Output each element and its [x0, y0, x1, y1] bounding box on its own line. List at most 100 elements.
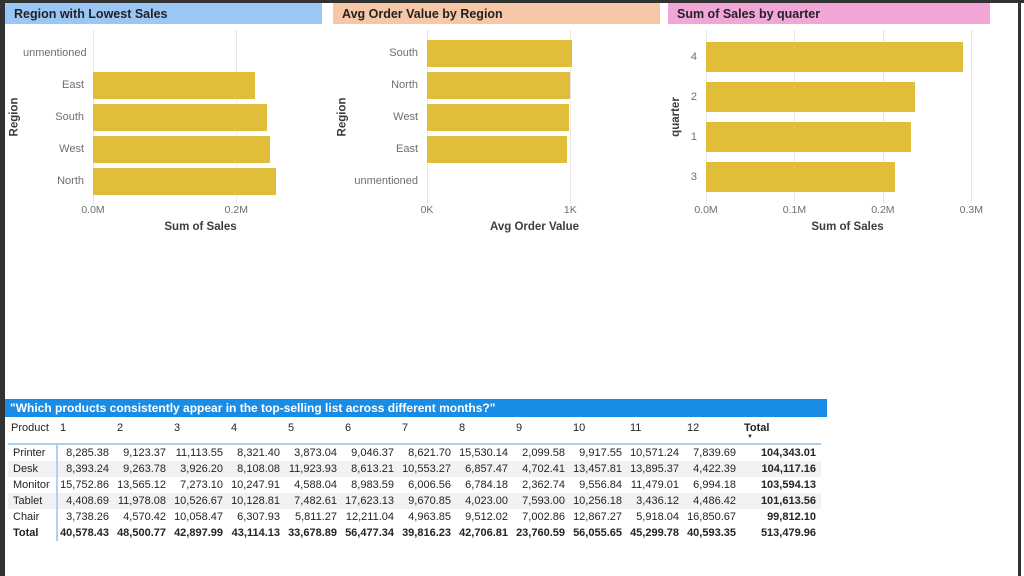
category-label: 2	[690, 91, 697, 103]
table-row-desk[interactable]: Desk 8,393.24 9,263.78 3,926.20 8,108.08 11,9…	[8, 461, 821, 477]
value-cell: 3,738.26	[66, 510, 109, 523]
category-label: West	[393, 111, 418, 123]
table-row-chair[interactable]: Chair 3,738.26 4,570.42 10,058.47 6,307.93 5,…	[8, 509, 821, 525]
chart-plot-area: Region unmentioned East South West North 0.0…	[5, 31, 322, 233]
column-header-1[interactable]: 1	[57, 419, 114, 445]
bar-track	[706, 77, 989, 117]
bar-3[interactable]	[706, 162, 896, 192]
axis-tick-label: 0.2M	[871, 204, 895, 216]
value-cell: 4,963.85	[408, 510, 451, 523]
column-header-9[interactable]: 9	[513, 419, 570, 445]
bar-rows: South North West East unmentioned	[351, 37, 660, 197]
value-cell: 7,593.00	[522, 494, 565, 507]
category-label: 1	[690, 131, 697, 143]
value-cell: 11,978.08	[117, 494, 166, 507]
value-cell: 9,556.84	[579, 478, 622, 491]
bar-east[interactable]	[427, 135, 567, 163]
value-cell: 42,706.81	[459, 526, 508, 539]
bar-4[interactable]	[706, 42, 964, 72]
value-cell: 12,867.27	[573, 510, 622, 523]
value-cell: 13,457.81	[573, 462, 622, 475]
value-cell: 12,211.04	[345, 510, 394, 523]
table-row-monitor[interactable]: Monitor 15,752.86 13,565.12 7,273.10 10,247.…	[8, 477, 821, 493]
bar-chart-region-lowest-sales[interactable]: Region with Lowest Sales Region unmentio…	[5, 3, 322, 233]
chart-row: East	[23, 69, 322, 101]
bar-east[interactable]	[93, 71, 255, 99]
value-cell: 15,752.86	[60, 478, 109, 491]
bar-west[interactable]	[93, 135, 271, 163]
category-label: South	[389, 47, 418, 59]
axis-tick-label: 0.2M	[224, 204, 248, 216]
value-cell: 9,670.85	[408, 494, 451, 507]
value-cell: 15,530.14	[459, 446, 508, 459]
table-row-tablet[interactable]: Tablet 4,408.69 11,978.08 10,526.67 10,128.8…	[8, 493, 821, 509]
products-by-month-matrix[interactable]: "Which products consistently appear in t…	[5, 399, 865, 541]
bar-track	[427, 69, 642, 101]
value-cell: 6,307.93	[237, 510, 280, 523]
axis-tick-label: 0.3M	[959, 204, 983, 216]
total-cell: 104,343.01	[760, 446, 816, 459]
column-header-12[interactable]: 12	[684, 419, 741, 445]
column-header-11[interactable]: 11	[627, 419, 684, 445]
column-header-8[interactable]: 8	[456, 419, 513, 445]
chart-row: South	[351, 37, 660, 69]
value-cell: 45,299.78	[630, 526, 679, 539]
column-header-3[interactable]: 3	[171, 419, 228, 445]
bar-chart-avg-order-value-by-region[interactable]: Avg Order Value by Region Region South No…	[333, 3, 660, 233]
bar-track	[427, 101, 642, 133]
column-header-total[interactable]: Total ▼	[741, 419, 821, 445]
column-header-6[interactable]: 6	[342, 419, 399, 445]
value-cell: 23,760.59	[516, 526, 565, 539]
value-cell: 4,702.41	[522, 462, 565, 475]
value-cell: 40,593.35	[687, 526, 736, 539]
value-cell: 48,500.77	[117, 526, 166, 539]
value-cell: 16,850.67	[687, 510, 736, 523]
matrix-table: Product 1 2 3 4 5 6 7 8 9 10 11 12 Total ▼ Printer 8,28…	[8, 419, 821, 541]
value-cell: 11,923.93	[288, 462, 337, 475]
total-cell: 101,613.56	[760, 494, 816, 507]
bar-track	[706, 117, 989, 157]
category-label: North	[391, 79, 418, 91]
product-cell: Total	[8, 525, 58, 541]
total-cell: 103,594.13	[760, 478, 816, 491]
chart-row: 2	[684, 77, 990, 117]
value-cell: 10,247.91	[231, 478, 280, 491]
value-cell: 10,128.81	[231, 494, 280, 507]
value-cell: 8,983.59	[351, 478, 394, 491]
chart-row: West	[23, 133, 322, 165]
axis-tick-label: 0.0M	[81, 204, 105, 216]
column-header-product[interactable]: Product	[8, 419, 57, 445]
value-cell: 9,917.55	[579, 446, 622, 459]
table-row-printer[interactable]: Printer 8,285.38 9,123.37 11,113.55 8,321.40…	[8, 444, 821, 461]
table-title-bar: "Which products consistently appear in t…	[5, 399, 827, 417]
column-header-5[interactable]: 5	[285, 419, 342, 445]
x-axis-ticks: 0K 1K	[421, 204, 642, 217]
y-axis-title: quarter	[670, 97, 682, 137]
column-header-10[interactable]: 10	[570, 419, 627, 445]
value-cell: 7,273.10	[180, 478, 223, 491]
value-cell: 2,099.58	[522, 446, 565, 459]
chart-row: North	[23, 165, 322, 197]
bar-west[interactable]	[427, 103, 569, 131]
table-total-row[interactable]: Total 40,578.43 48,500.77 42,897.99 43,114.1…	[8, 525, 821, 541]
x-axis-ticks: 0.0M 0.1M 0.2M 0.3M	[694, 204, 989, 217]
bar-south[interactable]	[427, 39, 572, 67]
value-cell: 10,058.47	[174, 510, 223, 523]
bar-track	[427, 133, 642, 165]
bar-2[interactable]	[706, 82, 915, 112]
column-header-2[interactable]: 2	[114, 419, 171, 445]
bar-1[interactable]	[706, 122, 912, 152]
chart-row: East	[351, 133, 660, 165]
column-header-7[interactable]: 7	[399, 419, 456, 445]
bar-north[interactable]	[427, 71, 570, 99]
bar-chart-sales-by-quarter[interactable]: Sum of Sales by quarter quarter 4 2 1 3 0.0…	[668, 3, 990, 233]
column-header-4[interactable]: 4	[228, 419, 285, 445]
window-border-top	[0, 0, 1024, 3]
value-cell: 6,994.18	[693, 478, 736, 491]
window-border-right	[1018, 0, 1021, 576]
bar-north[interactable]	[93, 167, 276, 195]
value-cell: 2,362.74	[522, 478, 565, 491]
value-cell: 4,023.00	[465, 494, 508, 507]
bar-south[interactable]	[93, 103, 268, 131]
bar-track	[427, 165, 642, 197]
